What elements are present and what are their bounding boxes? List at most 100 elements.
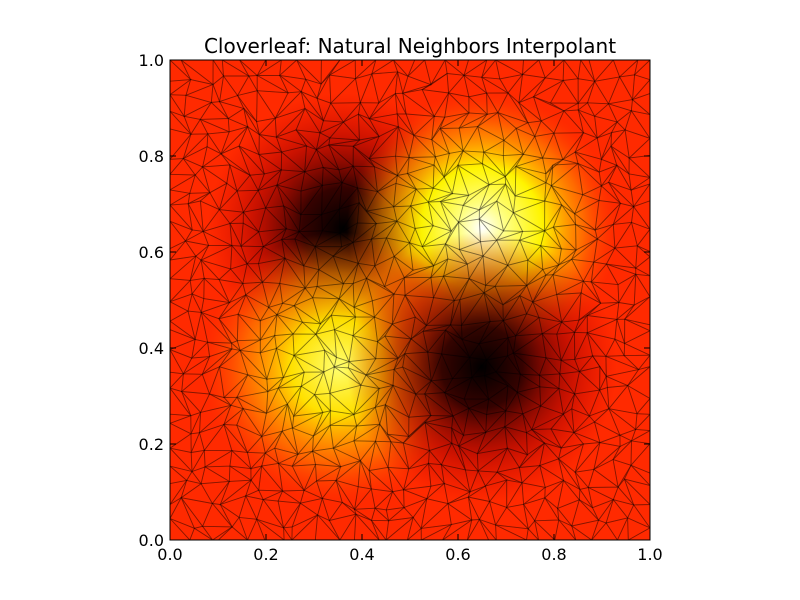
mesh-triangle bbox=[342, 113, 360, 142]
mesh-triangle bbox=[393, 353, 406, 370]
mesh-triangle bbox=[358, 101, 371, 120]
mesh-triangle bbox=[533, 519, 556, 540]
mesh-triangle bbox=[457, 431, 487, 455]
mesh-triangle bbox=[457, 112, 489, 130]
mesh-triangle bbox=[315, 314, 332, 335]
mesh-triangle bbox=[276, 108, 306, 138]
mesh-triangle bbox=[218, 313, 239, 342]
mesh-triangle bbox=[574, 331, 589, 360]
mesh-triangle bbox=[439, 200, 464, 224]
mesh-triangle bbox=[277, 490, 301, 504]
mesh-triangle bbox=[628, 173, 650, 191]
mesh-triangle bbox=[443, 376, 473, 400]
mesh-triangle bbox=[573, 389, 601, 417]
mesh-triangle bbox=[391, 294, 416, 325]
mesh-triangle bbox=[478, 500, 497, 526]
mesh-triangle bbox=[430, 352, 454, 382]
mesh-triangle bbox=[358, 113, 380, 137]
mesh-triangle bbox=[387, 433, 410, 444]
mesh-triangle bbox=[563, 102, 579, 112]
mesh-triangle bbox=[396, 172, 417, 190]
mesh-triangle bbox=[593, 202, 621, 231]
mesh-triangle bbox=[328, 501, 357, 522]
mesh-triangle bbox=[359, 102, 380, 120]
mesh-triangle bbox=[373, 292, 395, 325]
mesh-triangle bbox=[265, 387, 289, 415]
mesh-triangle bbox=[170, 220, 187, 250]
mesh-triangle bbox=[577, 109, 599, 139]
mesh-triangle bbox=[408, 393, 432, 418]
mesh-triangle bbox=[390, 441, 410, 470]
mesh-triangle bbox=[539, 245, 562, 266]
mesh-triangle bbox=[613, 245, 638, 270]
mesh-triangle bbox=[447, 502, 473, 526]
mesh-triangle bbox=[544, 480, 564, 499]
mesh-triangle bbox=[434, 152, 450, 179]
mesh-triangle bbox=[320, 182, 343, 216]
mesh-triangle bbox=[397, 125, 415, 160]
mesh-triangle bbox=[373, 316, 394, 343]
mesh-triangle bbox=[277, 371, 305, 390]
mesh-triangle bbox=[494, 506, 530, 530]
mesh-triangle bbox=[256, 117, 277, 136]
mesh-triangle bbox=[314, 232, 343, 248]
mesh-triangle bbox=[476, 111, 505, 142]
mesh-triangle bbox=[477, 470, 499, 487]
mesh-triangle bbox=[502, 313, 528, 337]
mesh-triangle bbox=[223, 396, 238, 407]
chart-title: Cloverleaf: Natural Neighbors Interpolan… bbox=[204, 34, 616, 58]
mesh-triangle bbox=[506, 479, 523, 509]
mesh-triangle bbox=[385, 220, 411, 244]
mesh-triangle bbox=[552, 274, 585, 296]
mesh-triangle bbox=[601, 165, 618, 187]
mesh-triangle bbox=[198, 423, 226, 452]
mesh-triangle bbox=[593, 442, 622, 471]
mesh-triangle bbox=[208, 366, 225, 399]
mesh-triangle bbox=[478, 218, 505, 241]
mesh-triangle bbox=[402, 92, 436, 117]
mesh-triangle bbox=[587, 486, 615, 509]
mesh-triangle bbox=[538, 374, 561, 390]
mesh-triangle bbox=[452, 407, 470, 437]
mesh-triangle bbox=[242, 210, 260, 233]
mesh-triangle bbox=[335, 459, 361, 488]
mesh-triangle bbox=[376, 182, 397, 208]
mesh-triangle bbox=[170, 310, 196, 341]
mesh-triangle bbox=[502, 139, 525, 157]
mesh-triangle bbox=[353, 387, 380, 415]
mesh-triangle bbox=[488, 500, 508, 527]
mesh-triangle bbox=[211, 502, 233, 528]
mesh-triangle bbox=[610, 145, 630, 175]
mesh-triangle bbox=[330, 413, 358, 427]
mesh-triangle bbox=[481, 76, 509, 94]
mesh-triangle bbox=[218, 209, 245, 225]
mesh-triangle bbox=[316, 73, 332, 104]
mesh-triangle bbox=[450, 299, 461, 326]
mesh-triangle bbox=[201, 165, 228, 194]
mesh-triangle bbox=[170, 110, 193, 136]
mesh-triangle bbox=[478, 519, 497, 540]
mesh-triangle bbox=[259, 306, 278, 322]
mesh-triangle bbox=[267, 377, 284, 392]
mesh-triangle bbox=[506, 447, 528, 469]
mesh-triangle bbox=[275, 136, 309, 153]
mesh-triangle bbox=[238, 60, 267, 77]
mesh-triangle bbox=[274, 91, 303, 119]
mesh-triangle bbox=[312, 424, 331, 453]
mesh-triangle bbox=[541, 333, 563, 361]
mesh-triangle bbox=[591, 498, 615, 522]
mesh-triangle bbox=[402, 422, 426, 444]
mesh-triangle bbox=[512, 332, 547, 359]
mesh-triangle bbox=[534, 496, 560, 522]
mesh-triangle bbox=[360, 374, 381, 390]
mesh-triangle bbox=[518, 373, 541, 388]
mesh-triangle bbox=[482, 255, 509, 287]
mesh-triangle bbox=[391, 293, 406, 325]
mesh-triangle bbox=[513, 181, 547, 202]
mesh-triangle bbox=[236, 313, 261, 342]
mesh-triangle bbox=[335, 480, 355, 510]
mesh-triangle bbox=[260, 403, 288, 438]
mesh-triangle bbox=[353, 277, 373, 308]
mesh-triangle bbox=[170, 203, 193, 232]
mesh-triangle bbox=[420, 498, 449, 530]
